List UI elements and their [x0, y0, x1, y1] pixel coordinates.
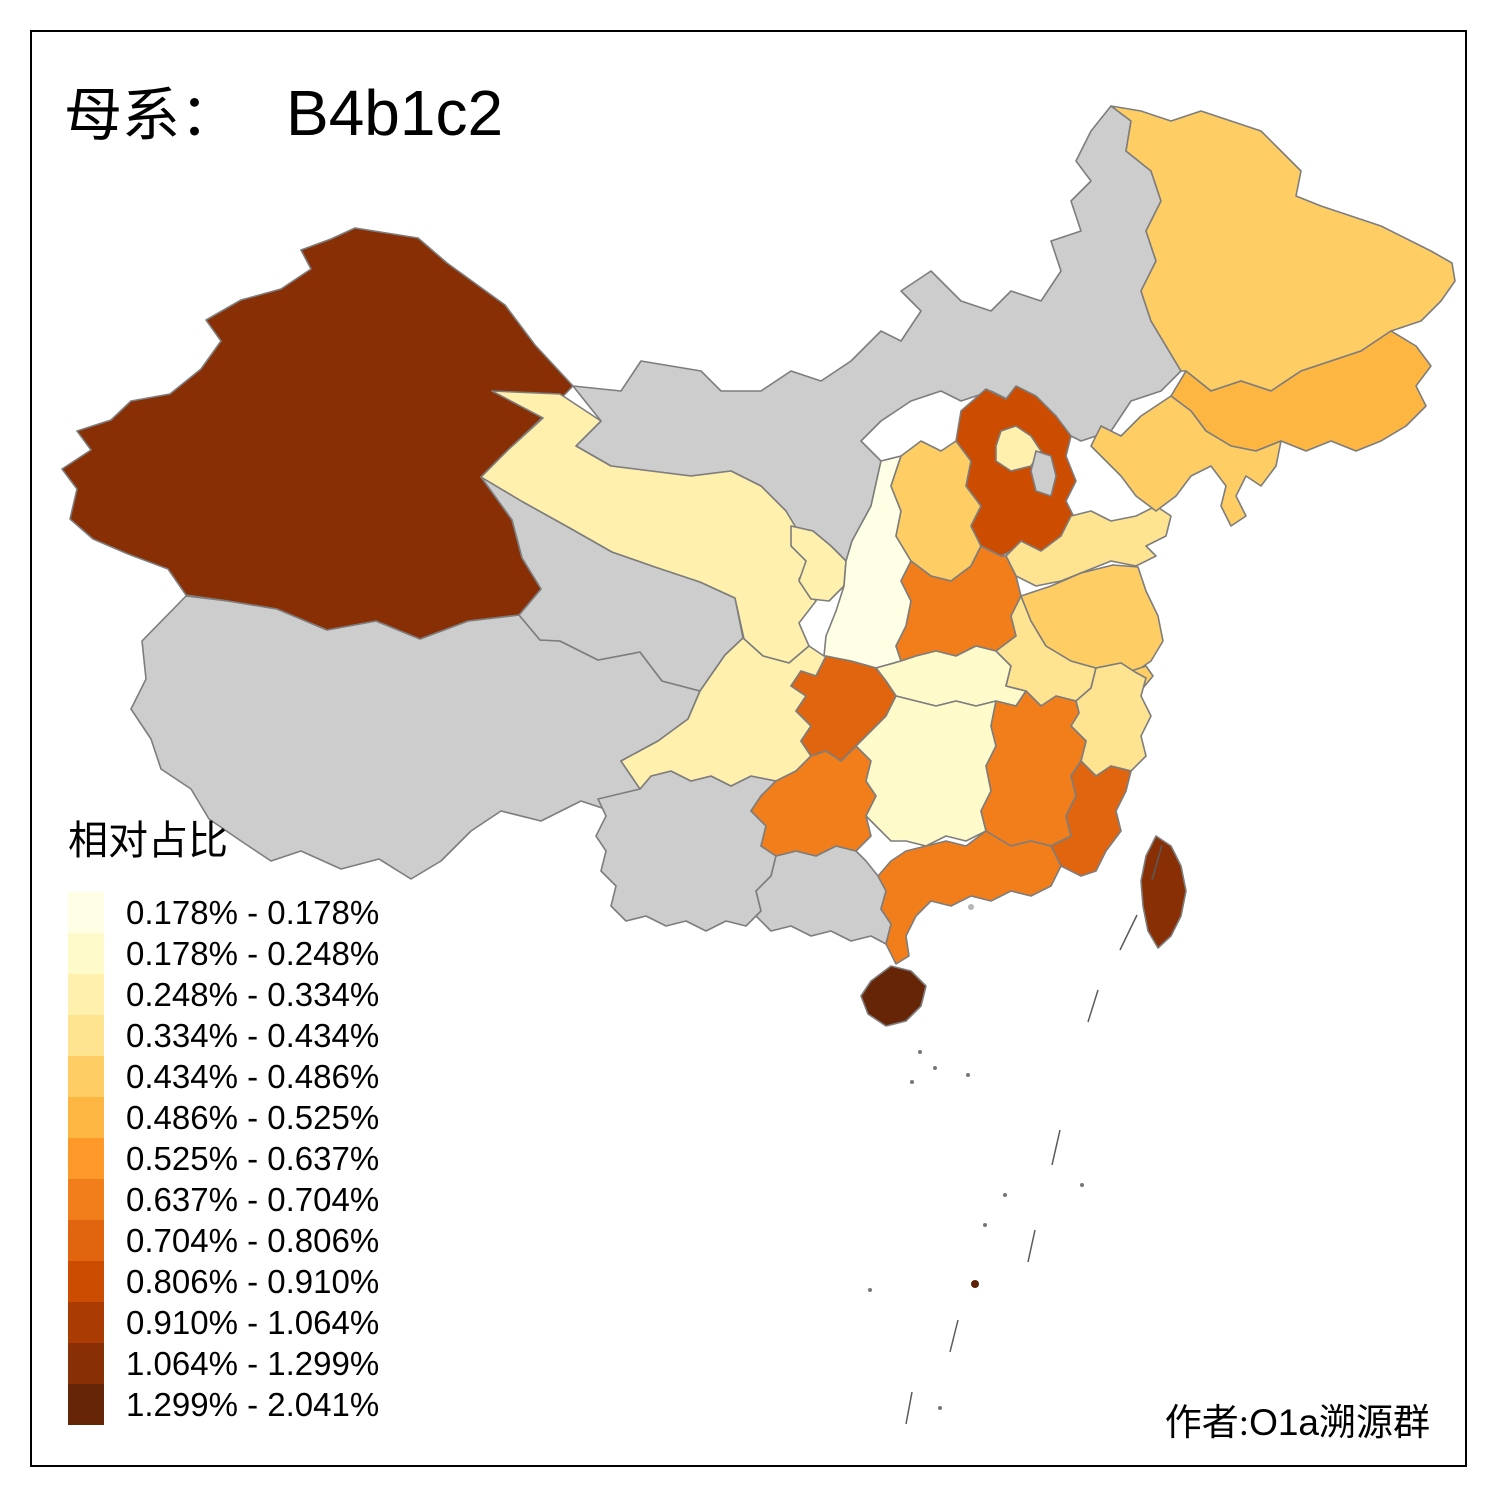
province-guangxi: [755, 845, 892, 945]
attribution-suffix: 溯源群: [1319, 1403, 1430, 1444]
legend-label: 0.910% - 1.064%: [126, 1304, 380, 1341]
island-dot: [966, 1073, 970, 1077]
island-dot: [918, 1050, 922, 1054]
legend-label: 0.434% - 0.486%: [126, 1058, 380, 1095]
province-xinjiang: [61, 227, 574, 640]
legend-label: 0.178% - 0.248%: [126, 935, 380, 972]
legend-swatch: [68, 892, 104, 933]
province-fujian: [1045, 760, 1132, 877]
legend-row: 0.525% - 0.637%: [68, 1138, 488, 1179]
province-ningxia: [790, 525, 847, 602]
province-hainan: [860, 965, 927, 1027]
legend-swatch: [68, 1179, 104, 1220]
attribution-prefix: 作者:: [1164, 1403, 1250, 1444]
title-haplogroup: B4b1c2: [286, 77, 504, 149]
legend-row: 0.704% - 0.806%: [68, 1220, 488, 1261]
legend-swatch: [68, 1384, 104, 1425]
figure-border: [30, 30, 1467, 1467]
sea-dash-5: [1027, 1229, 1036, 1263]
province-hunan: [855, 695, 997, 847]
legend-row: 1.299% - 2.041%: [68, 1384, 488, 1425]
legend: 相对占比 0.178% - 0.178% 0.178% - 0.248% 0.248…: [68, 808, 488, 1425]
sea-dash-4: [1051, 1129, 1061, 1166]
legend-row: 0.178% - 0.248%: [68, 933, 488, 974]
sea-islands-group: [868, 844, 1163, 1425]
province-gansu: [480, 390, 817, 664]
legend-label: 0.637% - 0.704%: [126, 1181, 380, 1218]
hongkong-dot: [968, 904, 974, 910]
province-guizhou: [750, 745, 877, 857]
sea-dash-3: [1087, 989, 1099, 1023]
sea-dash-1: [1151, 844, 1163, 881]
legend-label: 1.299% - 2.041%: [126, 1386, 380, 1423]
island-dot: [983, 1223, 987, 1227]
attribution: 作者:O1a溯源群: [1165, 1392, 1430, 1446]
island-dot: [1003, 1193, 1007, 1197]
island-dot: [868, 1288, 872, 1292]
legend-label: 0.486% - 0.525%: [126, 1099, 380, 1136]
island-dot: [910, 1080, 914, 1084]
island-dot: [938, 1406, 942, 1410]
legend-row: 0.178% - 0.178%: [68, 892, 488, 933]
legend-swatch: [68, 974, 104, 1015]
legend-rows: 0.178% - 0.178% 0.178% - 0.248% 0.248% - 0…: [68, 892, 488, 1425]
island-dot: [1080, 1183, 1084, 1187]
legend-row: 0.248% - 0.334%: [68, 974, 488, 1015]
title-prefix: 母系：: [64, 83, 239, 148]
legend-title: 相对占比: [68, 818, 228, 863]
legend-row: 0.637% - 0.704%: [68, 1179, 488, 1220]
legend-row: 1.064% - 1.299%: [68, 1343, 488, 1384]
legend-label: 0.525% - 0.637%: [126, 1140, 380, 1177]
legend-swatch: [68, 1097, 104, 1138]
province-tianjin: [1030, 450, 1057, 497]
legend-label: 0.704% - 0.806%: [126, 1222, 380, 1259]
legend-label: 0.334% - 0.434%: [126, 1017, 380, 1054]
island-dot: [933, 1066, 937, 1070]
legend-swatch: [68, 1056, 104, 1097]
legend-label: 0.178% - 0.178%: [126, 894, 380, 931]
legend-row: 0.434% - 0.486%: [68, 1056, 488, 1097]
sea-dash-6: [949, 1319, 959, 1353]
legend-row: 0.486% - 0.525%: [68, 1097, 488, 1138]
province-taiwan: [1140, 835, 1187, 949]
sea-dash-2: [1119, 914, 1138, 951]
provinces-group: [61, 105, 1456, 1027]
province-liaoning: [1090, 395, 1282, 527]
legend-row: 0.806% - 0.910%: [68, 1261, 488, 1302]
attribution-group: O1a: [1249, 1402, 1319, 1443]
legend-swatch: [68, 1261, 104, 1302]
province-jiangsu: [1020, 564, 1164, 673]
legend-swatch: [68, 1220, 104, 1261]
sea-dash-7: [905, 1391, 913, 1425]
province-guangdong: [877, 830, 1062, 965]
legend-label: 1.064% - 1.299%: [126, 1345, 380, 1382]
province-beijing: [995, 425, 1042, 472]
map-title: 母系： B4b1c2: [64, 68, 503, 152]
legend-row: 0.910% - 1.064%: [68, 1302, 488, 1343]
legend-swatch: [68, 1015, 104, 1056]
legend-swatch: [68, 1302, 104, 1343]
island-dot-dark: [971, 1280, 979, 1288]
legend-swatch: [68, 1138, 104, 1179]
legend-label: 0.248% - 0.334%: [126, 976, 380, 1013]
province-yunnan: [595, 770, 777, 932]
legend-row: 0.334% - 0.434%: [68, 1015, 488, 1056]
legend-swatch: [68, 933, 104, 974]
legend-label: 0.806% - 0.910%: [126, 1263, 380, 1300]
legend-swatch: [68, 1343, 104, 1384]
